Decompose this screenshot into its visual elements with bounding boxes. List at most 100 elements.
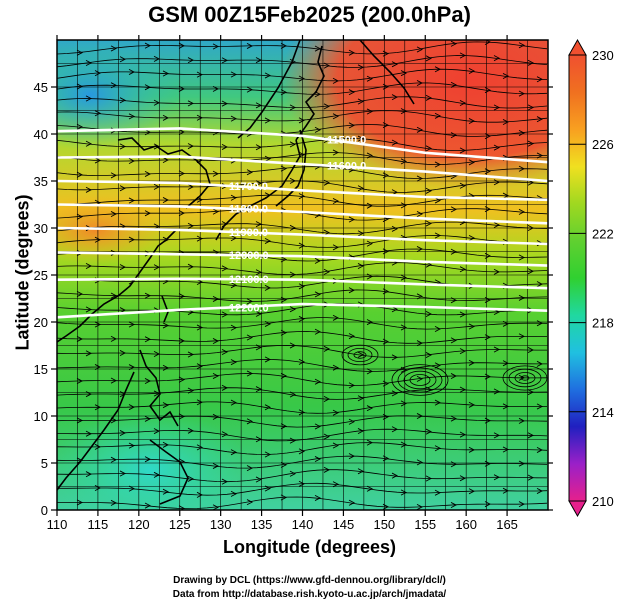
streamline-arrow <box>280 494 287 501</box>
streamline-arrow <box>119 143 126 150</box>
streamline-arrow <box>425 310 432 317</box>
streamline-arrow <box>264 356 271 363</box>
streamline-arrow <box>348 418 355 425</box>
streamline-arrow <box>246 499 253 506</box>
streamline-arrow <box>94 485 101 492</box>
streamline-arrow <box>230 282 237 289</box>
streamline-arrow <box>348 382 355 389</box>
streamline-arrow <box>425 220 432 227</box>
streamline-arrow <box>366 273 373 280</box>
x-tick-label: 120 <box>128 517 150 532</box>
streamline-arrow <box>153 390 160 397</box>
streamline-arrow <box>382 288 389 295</box>
streamline-arrow <box>119 430 126 437</box>
streamline-arrow <box>255 436 262 443</box>
streamline-arrow <box>357 468 364 475</box>
streamline-arrow <box>255 102 262 109</box>
streamline-arrow <box>459 386 466 393</box>
streamline-arrow <box>468 401 475 408</box>
streamline-arrow <box>502 73 509 80</box>
x-axis-ticks: 110 115 120 125 130 135 140 145 150 155 160 165 <box>47 35 518 532</box>
streamline-arrow <box>110 335 117 342</box>
streamline-arrow <box>323 268 330 275</box>
y-tick-label: 0 <box>41 503 48 518</box>
streamline-arrow <box>246 418 253 425</box>
streamline-arrow <box>536 76 543 83</box>
streamline-arrow <box>94 364 101 371</box>
streamline-arrow <box>298 117 305 124</box>
streamline-arrow <box>187 143 194 150</box>
streamline-arrow <box>459 266 466 273</box>
streamline-arrow <box>502 320 509 327</box>
streamline-arrow <box>348 333 355 340</box>
streamline-arrow <box>468 359 475 366</box>
streamline-arrow <box>502 119 509 126</box>
streamline-arrow <box>468 488 475 495</box>
streamline-arrow <box>484 133 491 140</box>
streamline-eddy <box>353 351 367 359</box>
x-tick-label: 150 <box>373 517 395 532</box>
streamline-arrow <box>153 223 160 230</box>
streamline-arrow <box>255 269 262 276</box>
streamline-arrow <box>518 165 525 172</box>
streamline-arrow <box>110 377 117 384</box>
streamline-arrow <box>264 72 271 79</box>
streamline-arrow <box>357 351 364 358</box>
streamline-arrow <box>536 281 543 288</box>
colorbar-min-triangle <box>568 500 587 518</box>
streamline-arrow <box>178 337 185 344</box>
streamline-arrow <box>162 441 169 448</box>
streamline-arrow <box>366 405 373 412</box>
streamline-arrow <box>493 268 500 275</box>
streamline-arrow <box>468 323 475 330</box>
streamline-arrow <box>527 224 534 231</box>
streamline-arrow <box>212 338 219 345</box>
streamline-arrow <box>230 324 237 331</box>
streamline-arrow <box>518 208 525 215</box>
streamline <box>57 373 548 386</box>
streamline <box>57 344 547 358</box>
x-tick-label: 115 <box>88 517 109 532</box>
streamline-arrow <box>484 460 491 467</box>
y-tick-label: 45 <box>34 80 48 95</box>
colorbar-label: 218 <box>592 316 614 331</box>
x-tick-label: 130 <box>210 517 232 532</box>
streamline-arrow <box>382 380 389 387</box>
streamline-arrow <box>246 334 253 341</box>
streamline-arrow <box>382 413 389 420</box>
streamline <box>57 96 548 109</box>
streamline-arrow <box>153 264 160 271</box>
streamline-arrow <box>323 466 330 473</box>
streamline-arrow <box>357 64 364 71</box>
streamline <box>57 331 547 344</box>
streamline-arrow <box>119 56 126 63</box>
streamline-arrow <box>85 60 92 67</box>
streamline-arrow <box>332 198 339 205</box>
streamline-arrow <box>493 432 500 439</box>
streamline-arrow <box>416 246 423 253</box>
streamline-arrow <box>357 135 364 142</box>
streamline-arrow <box>536 360 543 367</box>
streamline-arrow <box>187 263 194 270</box>
streamline-arrow <box>144 292 151 299</box>
streamline-arrow <box>187 387 194 394</box>
y-tick-label: 5 <box>41 456 48 471</box>
streamline-arrow <box>230 490 237 497</box>
streamline-arrow <box>450 502 457 509</box>
streamline-arrow <box>323 103 330 110</box>
streamline-arrow <box>76 83 83 90</box>
streamline-arrow <box>314 378 321 385</box>
streamline-arrow <box>391 189 398 196</box>
streamline <box>57 180 548 193</box>
streamline-arrow <box>85 471 92 478</box>
streamline-arrow <box>314 423 321 430</box>
streamline-arrow <box>128 236 135 243</box>
contour-line <box>57 251 548 267</box>
streamline-arrow <box>94 404 101 411</box>
streamline-arrow <box>230 449 237 456</box>
streamline-arrow <box>76 123 83 130</box>
streamline-arrow <box>400 70 407 77</box>
streamline-arrow <box>212 295 219 302</box>
streamline-arrow <box>178 413 185 420</box>
streamline-arrow <box>382 338 389 345</box>
